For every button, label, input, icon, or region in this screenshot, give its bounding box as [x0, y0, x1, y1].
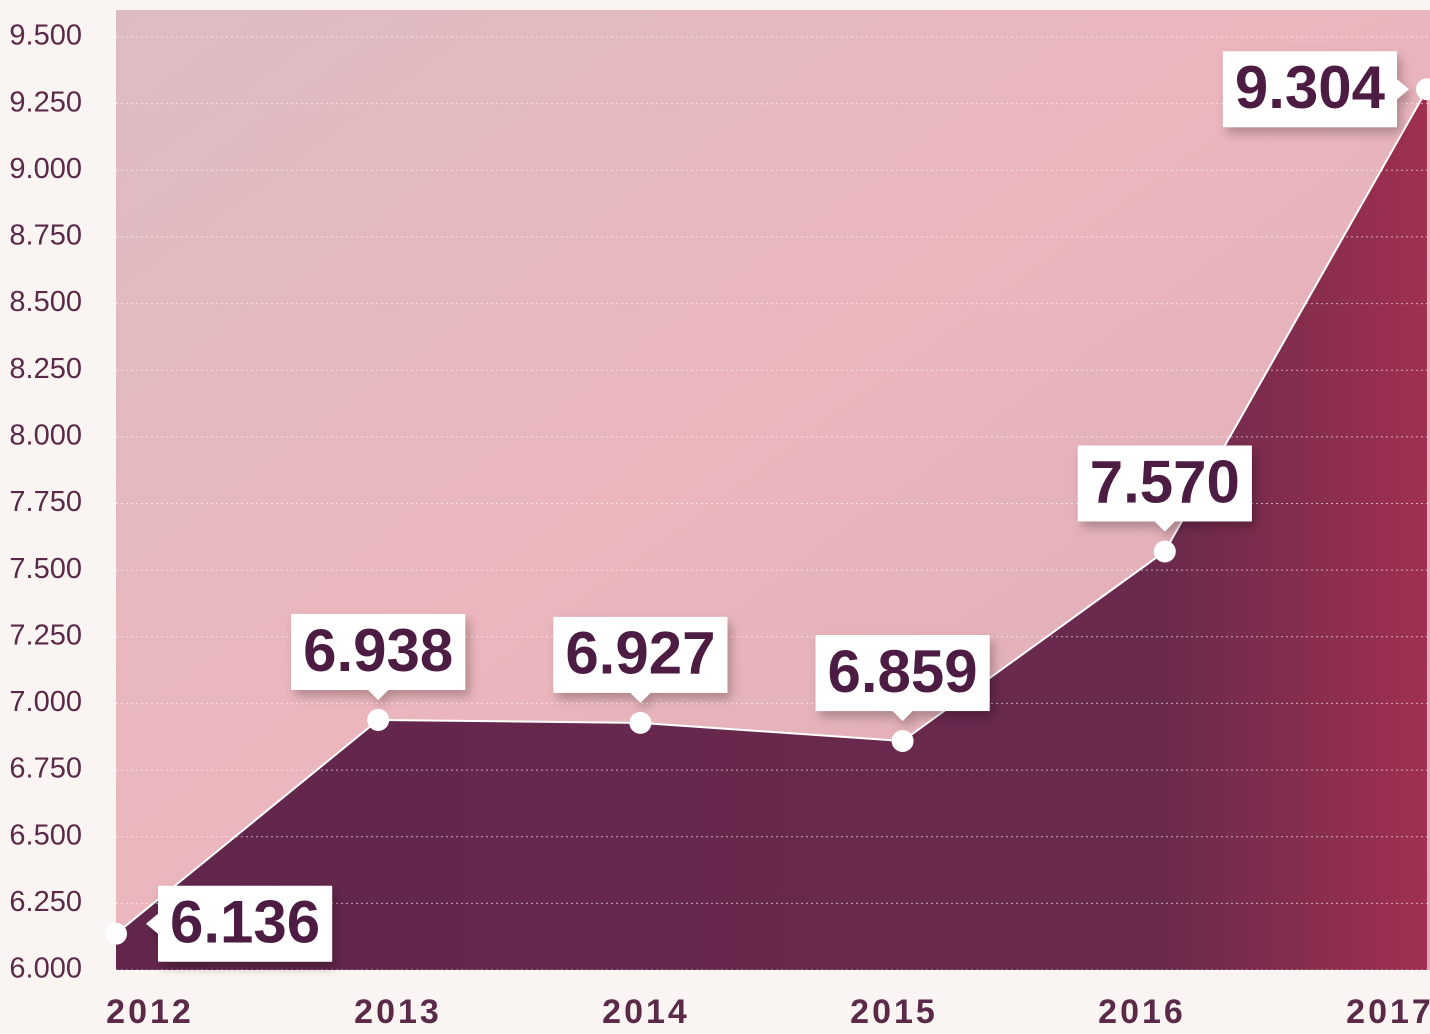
value-label-box: 6.938 — [291, 613, 466, 700]
label-box — [158, 885, 333, 962]
y-tick-label: 6.250 — [9, 886, 82, 918]
x-tick-label: 2014 — [602, 993, 690, 1031]
y-tick-label: 8.250 — [9, 353, 82, 385]
y-tick-label: 8.500 — [9, 286, 82, 318]
y-tick-label: 6.000 — [9, 953, 82, 985]
y-tick-label: 9.500 — [9, 20, 82, 52]
value-label: 6.859 — [828, 638, 978, 705]
y-tick-label: 7.500 — [9, 553, 82, 585]
point — [367, 708, 390, 731]
y-tick-label: 8.000 — [9, 420, 82, 452]
label-pointer — [892, 711, 913, 722]
value-label-box: 6.136 — [146, 885, 333, 962]
label-pointer — [1397, 79, 1409, 100]
label-box — [553, 616, 728, 693]
x-tick-label: 2012 — [106, 993, 194, 1031]
value-label: 7.570 — [1090, 448, 1240, 515]
x-tick-label: 2016 — [1098, 993, 1186, 1031]
label-pointer — [1154, 521, 1175, 532]
value-label-box: 9.304 — [1222, 51, 1409, 128]
x-tick-label: 2013 — [354, 993, 442, 1031]
value-label: 6.927 — [565, 620, 715, 687]
y-tick-label: 6.500 — [9, 819, 82, 851]
y-tick-label: 9.250 — [9, 86, 82, 118]
y-tick-label: 7.000 — [9, 686, 82, 718]
label-box — [291, 613, 466, 690]
area — [116, 89, 1427, 971]
label-box — [815, 635, 990, 712]
label-pointer — [146, 913, 158, 934]
point — [1416, 78, 1430, 101]
y-tick-label: 6.750 — [9, 753, 82, 785]
value-label: 6.136 — [170, 889, 320, 956]
y-tick-label: 9.000 — [9, 153, 82, 185]
y-tick-label: 8.750 — [9, 220, 82, 252]
value-label: 9.304 — [1235, 54, 1386, 121]
point — [1153, 540, 1176, 563]
value-label-box: 6.859 — [815, 635, 990, 722]
x-tick-label: 2015 — [850, 993, 938, 1031]
point — [105, 922, 127, 945]
point — [891, 730, 914, 753]
value-label-box: 6.927 — [553, 616, 728, 703]
x-tick-label: 2017 — [1346, 993, 1430, 1031]
label-box — [1077, 445, 1252, 522]
y-tick-label: 7.250 — [9, 619, 82, 651]
label-pointer — [630, 692, 651, 703]
value-label-box: 7.570 — [1077, 445, 1252, 532]
point — [629, 711, 652, 734]
label-box — [1222, 51, 1397, 128]
label-pointer — [368, 689, 389, 700]
y-tick-label: 7.750 — [9, 486, 82, 518]
value-label: 6.938 — [303, 617, 453, 684]
